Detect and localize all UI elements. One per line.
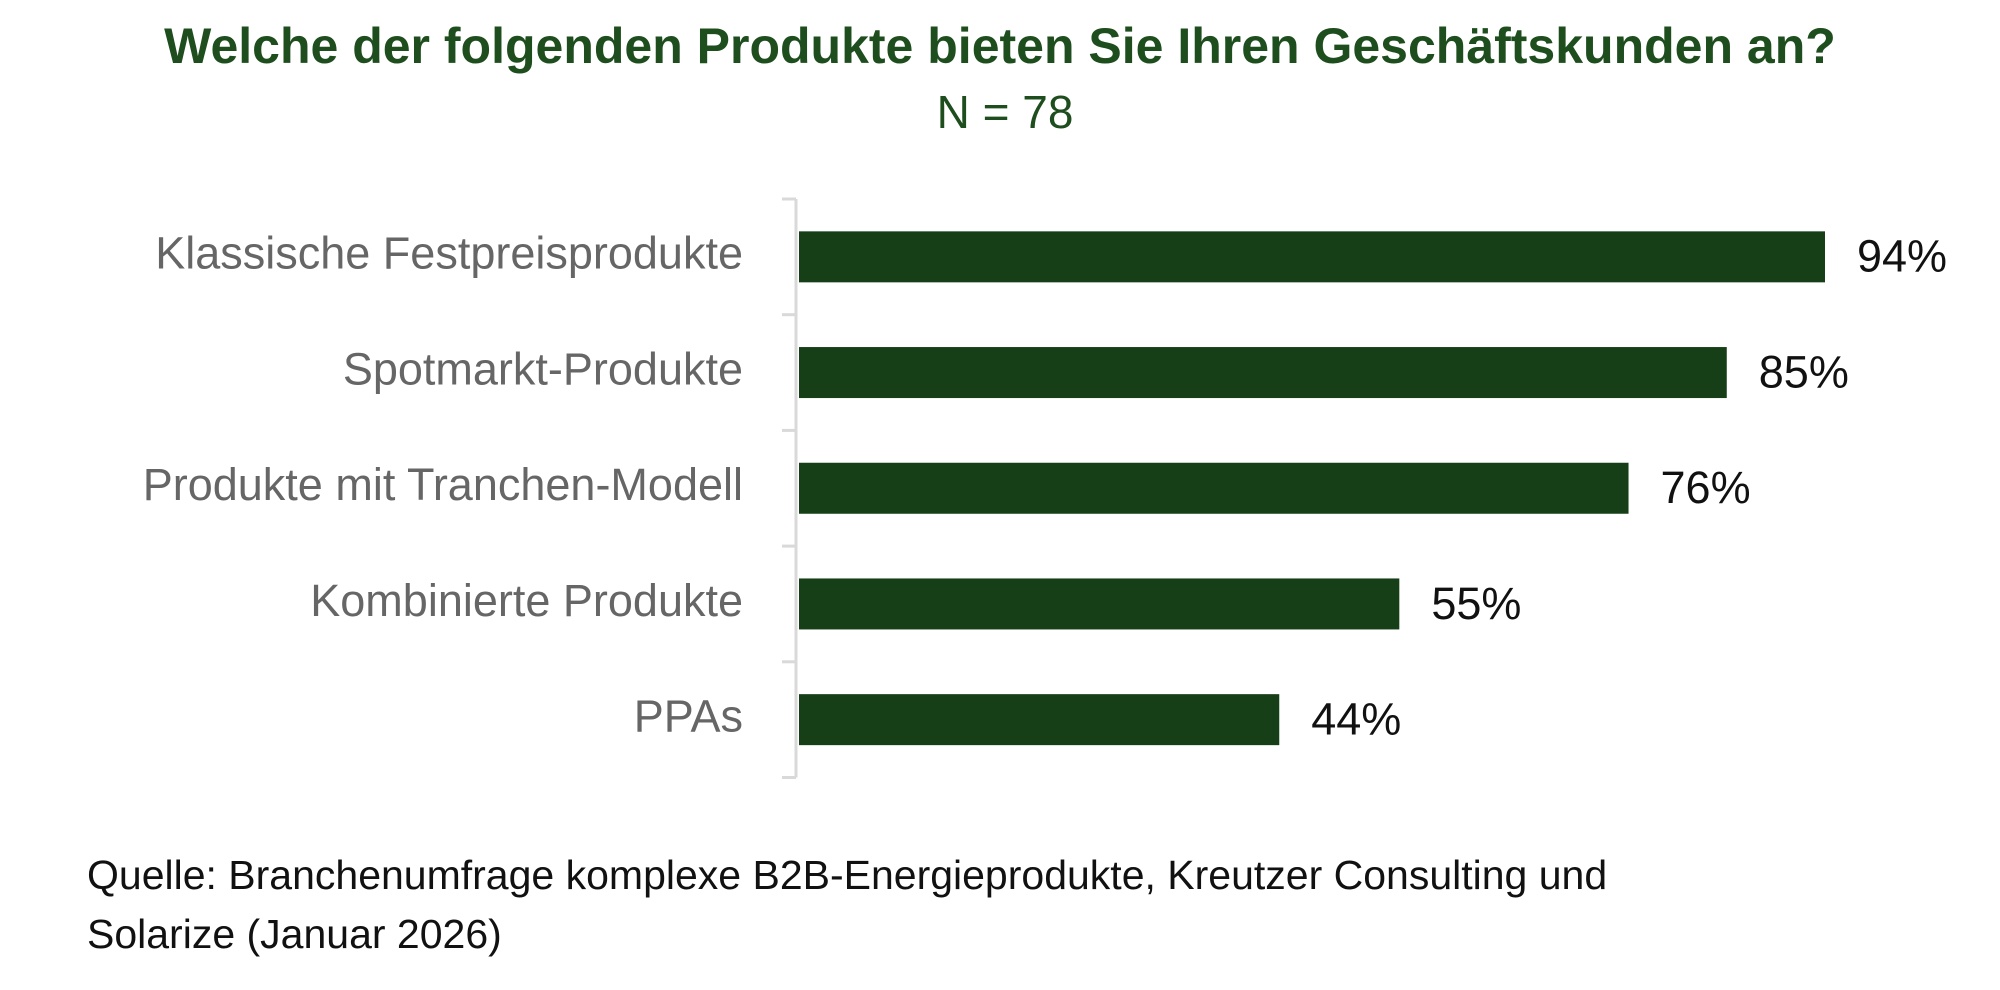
category-label: Produkte mit Tranchen-Modell	[143, 459, 743, 510]
source-note: Quelle: Branchenumfrage komplexe B2B-Ene…	[87, 852, 1607, 898]
value-label: 44%	[1311, 694, 1401, 745]
bar	[799, 347, 1727, 399]
value-label: 55%	[1431, 578, 1521, 629]
chart-subtitle: N = 78	[937, 86, 1074, 138]
value-label: 76%	[1661, 462, 1751, 513]
bar	[799, 462, 1629, 514]
value-label: 94%	[1857, 231, 1947, 282]
category-label: Klassische Festpreisprodukte	[155, 228, 743, 279]
bar	[799, 578, 1400, 630]
bar	[799, 231, 1825, 283]
category-label: Kombinierte Produkte	[310, 575, 743, 626]
bar	[799, 694, 1280, 746]
value-label: 85%	[1759, 346, 1849, 397]
category-label: PPAs	[634, 691, 743, 742]
chart-title: Welche der folgenden Produkte bieten Sie…	[164, 18, 1836, 74]
source-note: Solarize (Januar 2026)	[87, 911, 502, 957]
category-label: Spotmarkt-Produkte	[343, 343, 743, 394]
